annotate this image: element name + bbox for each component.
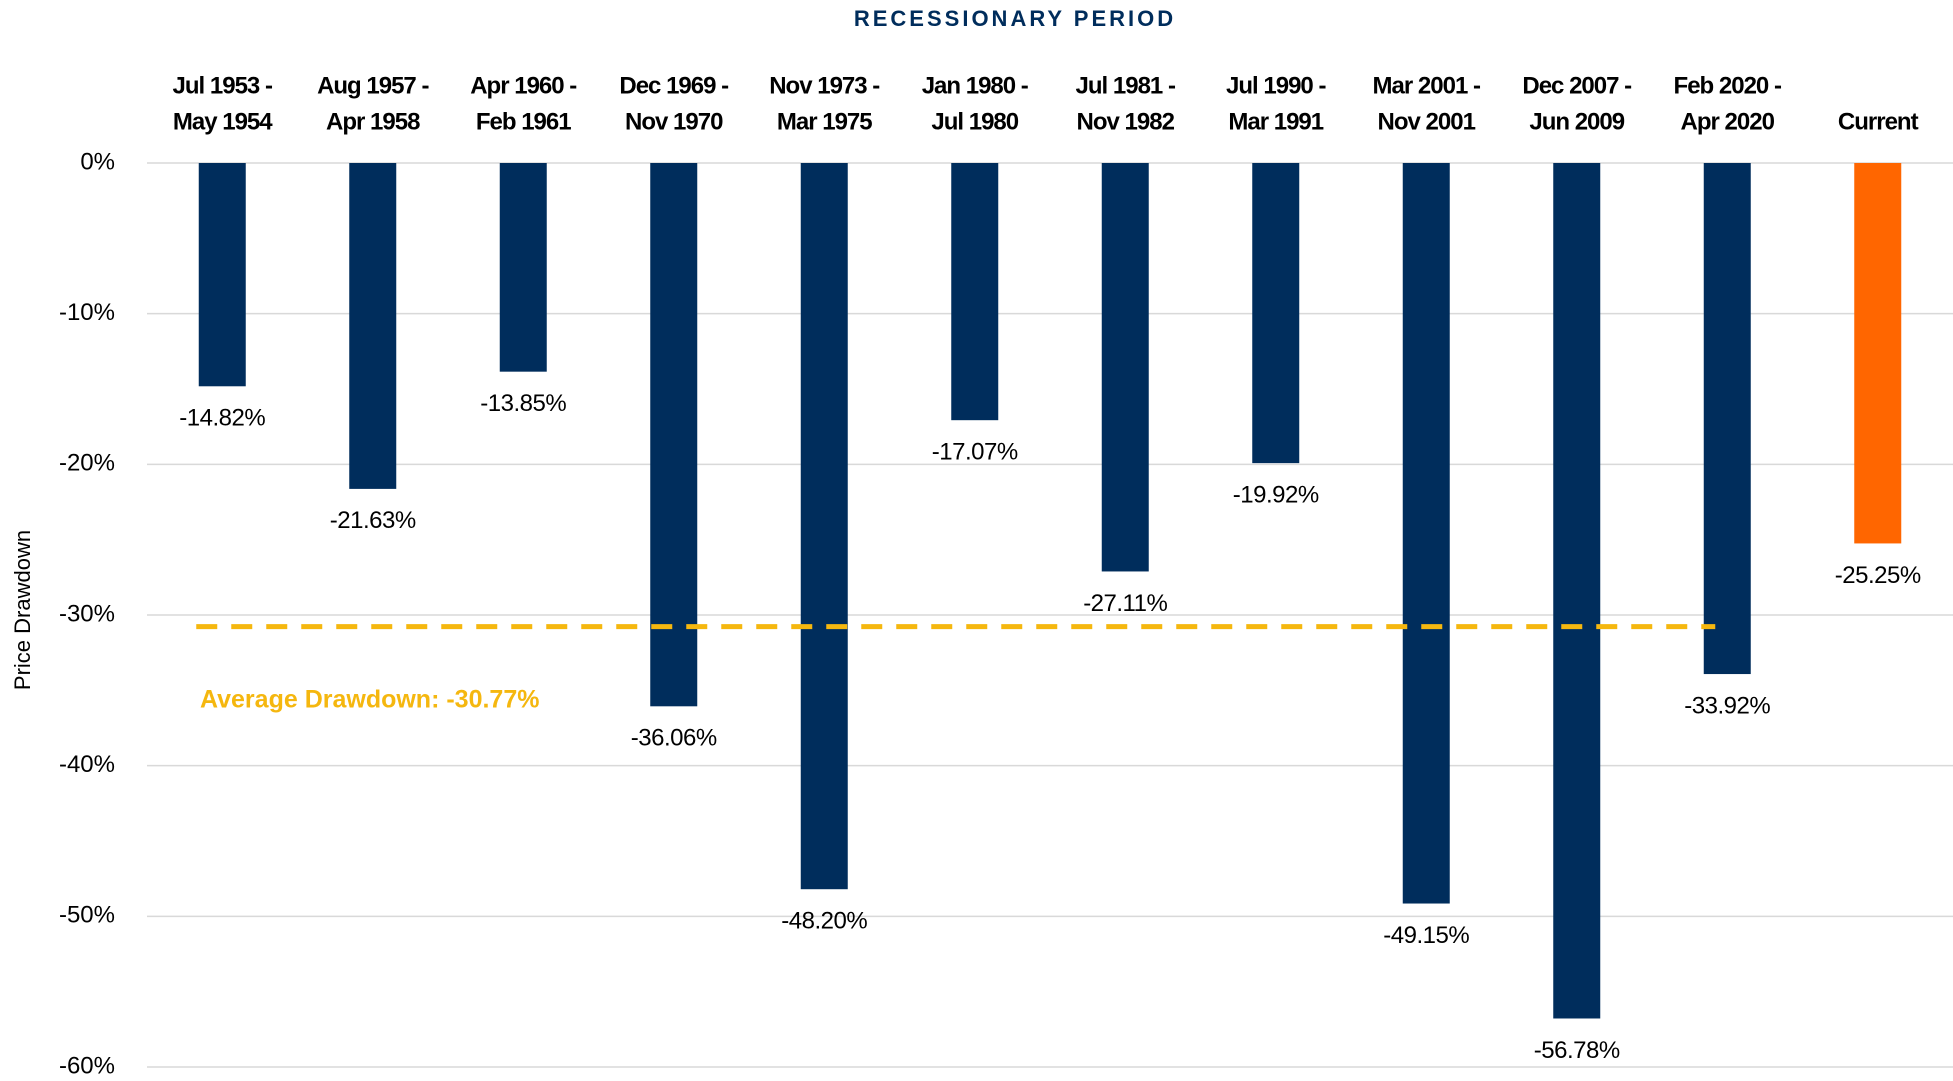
x-tick-label: Jul 1990 - [1226,72,1326,99]
bar [349,163,397,489]
y-tick-label: -50% [59,902,115,929]
x-tick-label: May 1954 [173,108,273,135]
x-tick-label: Apr 1958 [326,108,420,135]
x-tick-label: Dec 2007 - [1522,72,1632,99]
y-tick-label: -10% [59,299,115,326]
chart-title: RECESSIONARY PERIOD [854,6,1176,31]
value-label: -33.92% [1684,692,1770,719]
x-tick-label: Apr 1960 - [470,72,577,99]
x-tick-label: Nov 1970 [625,108,723,135]
bar [1402,163,1450,904]
value-label: -27.11% [1083,590,1167,617]
bar [951,163,999,421]
bar [1101,163,1149,572]
bar [800,163,848,890]
x-tick-label: Nov 2001 [1378,108,1476,135]
value-label: -25.25% [1835,562,1921,589]
x-tick-label: Nov 1982 [1077,108,1175,135]
bar [499,163,547,372]
x-tick-label: Feb 2020 - [1674,72,1782,99]
x-tick-label: Apr 2020 [1681,108,1775,135]
x-tick-label: Jun 2009 [1529,108,1624,135]
x-tick-label: Dec 1969 - [619,72,729,99]
value-label: -21.63% [330,507,416,534]
x-tick-label: Mar 1991 [1228,108,1323,135]
bar [1553,163,1601,1019]
value-label: -17.07% [932,439,1018,466]
bar [198,163,246,387]
bar [1252,163,1300,464]
value-label: -13.85% [480,390,566,417]
bar [1703,163,1751,675]
x-tick-label: Nov 1973 - [769,72,880,99]
value-label: -36.06% [631,725,717,752]
x-tick-label: Mar 2001 - [1373,72,1481,99]
y-tick-label: -30% [59,600,115,627]
bar [1854,163,1902,544]
y-axis-label: Price Drawdown [10,530,35,690]
y-tick-label: -60% [59,1052,115,1079]
x-tick-label: Current [1838,108,1919,135]
value-label: -48.20% [781,908,867,935]
value-label: -56.78% [1534,1037,1620,1064]
x-tick-label: Mar 1975 [777,108,872,135]
x-tick-label: Jul 1980 [931,108,1018,135]
y-tick-label: -20% [59,450,115,477]
x-tick-label: Jul 1981 - [1076,72,1176,99]
value-label: -49.15% [1383,922,1469,949]
value-label: -14.82% [179,405,265,432]
x-tick-label: Feb 1961 [476,108,571,135]
average-label: Average Drawdown: -30.77% [200,686,539,714]
x-tick-label: Jan 1980 - [922,72,1029,99]
y-tick-label: 0% [80,148,115,175]
bar [650,163,698,707]
x-tick-label: Aug 1957 - [317,72,429,99]
value-label: -19.92% [1233,481,1319,508]
y-tick-label: -40% [59,751,115,778]
x-tick-label: Jul 1953 - [173,72,273,99]
